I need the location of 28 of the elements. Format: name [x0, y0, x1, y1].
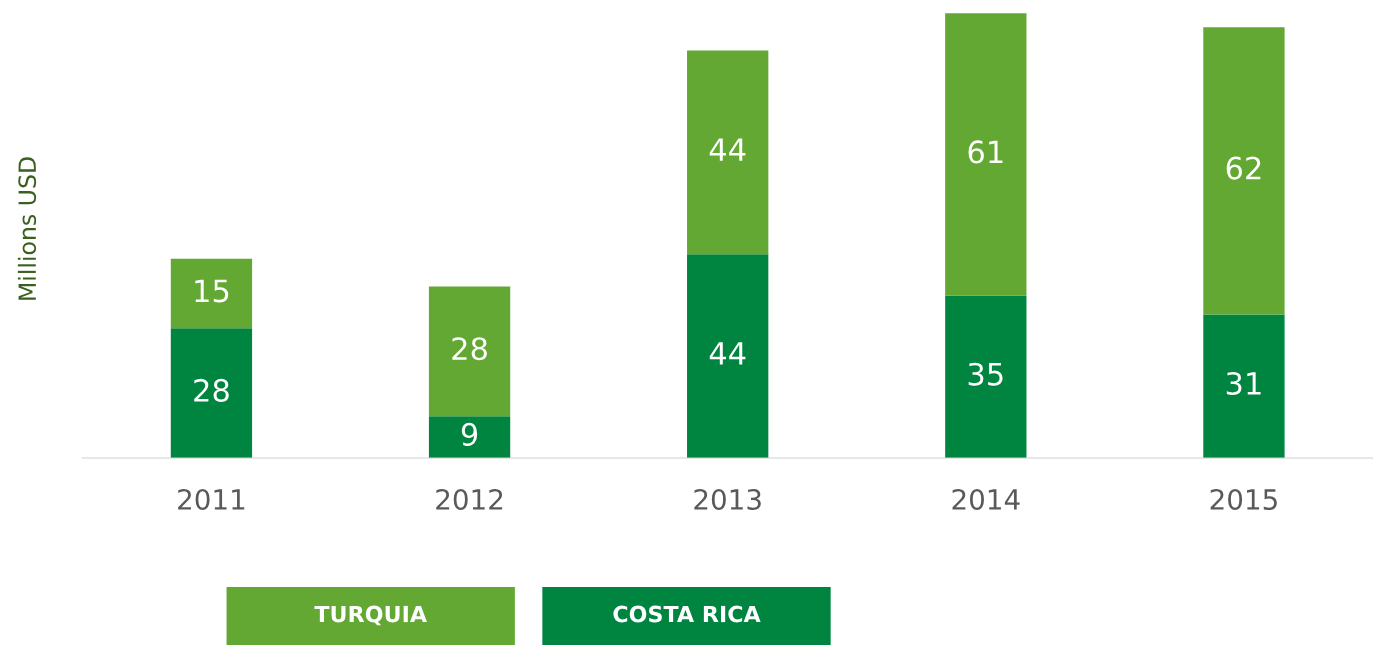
bar — [945, 13, 1027, 296]
data-label: 62 — [1226, 156, 1261, 180]
bar — [945, 295, 1027, 458]
data-label: 31 — [1226, 371, 1261, 396]
data-label: 9 — [461, 422, 478, 446]
bar — [1203, 27, 1285, 315]
x-tick-label: 2011 — [178, 489, 245, 511]
data-label: 15 — [195, 279, 229, 303]
data-label: 44 — [709, 342, 746, 365]
bar — [428, 286, 511, 417]
x-tick-label: 2014 — [952, 489, 1020, 511]
text: TURQUIA — [314, 605, 427, 626]
data-label: 35 — [968, 362, 1003, 386]
data-label: 28 — [194, 378, 229, 402]
data-label: 61 — [968, 140, 1003, 164]
data-label: 28 — [452, 337, 487, 361]
x-tick-label: 2015 — [1210, 489, 1277, 511]
bar — [170, 328, 253, 458]
bar — [687, 50, 769, 255]
x-tick-label: 2013 — [694, 489, 761, 511]
x-tick-label: 2012 — [436, 489, 503, 511]
y-axis-title: Millions USD — [17, 157, 37, 300]
data-label: 44 — [709, 138, 746, 161]
text: COSTA RICA — [613, 605, 761, 623]
bar — [1203, 314, 1285, 458]
bar — [428, 416, 511, 458]
bar — [170, 258, 253, 329]
bar — [687, 254, 769, 458]
